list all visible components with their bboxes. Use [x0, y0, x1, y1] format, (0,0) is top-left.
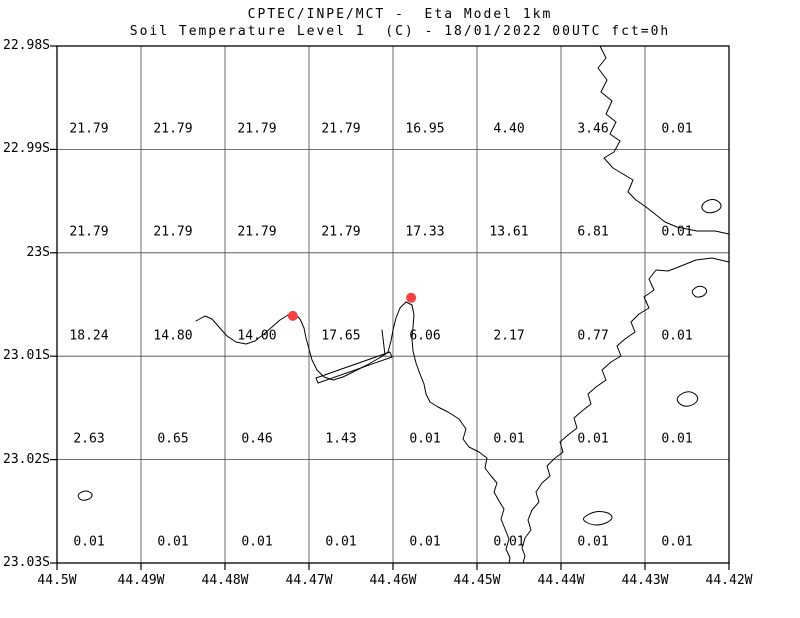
grid-value: 0.01 [409, 431, 441, 447]
grid-value: 0.01 [73, 534, 105, 550]
coastline [77, 45, 730, 564]
grid-value: 2.17 [493, 328, 525, 344]
grid-value: 21.79 [69, 121, 109, 137]
grid-value: 0.01 [493, 534, 525, 550]
x-tick-label: 44.49W [117, 573, 165, 588]
x-tick-label: 44.46W [369, 573, 417, 588]
y-tick-label: 22.98S [3, 38, 50, 53]
y-tick-label: 22.99S [3, 141, 50, 157]
grid-value: 17.33 [405, 224, 445, 240]
grid-value: 0.01 [577, 431, 609, 447]
island-5 [77, 490, 93, 501]
grid-value: 18.24 [69, 328, 109, 344]
grid-value: 0.01 [661, 534, 693, 550]
plot-frame [56, 45, 730, 564]
grid-value: 0.01 [661, 224, 693, 240]
grid-value: 21.79 [321, 121, 361, 137]
coastline-east-landmass [521, 45, 730, 564]
x-tick-label: 44.42W [705, 573, 753, 588]
station-dot-2 [406, 292, 417, 303]
island-3 [676, 391, 699, 407]
x-tick-label: 44.5W [37, 573, 77, 588]
x-tick-label: 44.47W [285, 573, 333, 588]
grid-value: 21.79 [69, 224, 109, 240]
grid-value: 0.01 [325, 534, 357, 550]
grid-value: 0.01 [409, 534, 441, 550]
grid-value: 0.01 [577, 534, 609, 550]
grid-value: 0.01 [661, 121, 693, 137]
island-4 [583, 511, 613, 526]
y-tick-label: 23.02S [3, 451, 50, 467]
grid-value: 21.79 [153, 121, 193, 137]
grid-value: 14.80 [153, 328, 193, 344]
grid-value: 1.43 [325, 431, 357, 447]
grid-value: 0.77 [577, 328, 609, 344]
grid-value: 0.46 [241, 431, 273, 447]
x-tick-label: 44.44W [537, 573, 585, 588]
grid-value: 21.79 [153, 224, 193, 240]
x-tick-label: 44.43W [621, 573, 669, 588]
grid-value: 0.01 [157, 534, 189, 550]
pier-breakwater [315, 329, 393, 384]
grid-value: 0.65 [157, 431, 189, 447]
grid-value: 0.01 [493, 431, 525, 447]
island-2 [691, 285, 708, 298]
grid-lines [57, 46, 729, 563]
grid-value: 16.95 [405, 121, 445, 137]
plot-title-line2: Soil Temperature Level 1 (C) - 18/01/202… [129, 24, 671, 39]
grid-value: 17.65 [321, 328, 361, 344]
grid-value: 13.61 [489, 224, 529, 240]
y-tick-label: 23.01S [3, 348, 50, 364]
grid-value: 14.00 [237, 328, 277, 344]
grid-value: 6.06 [409, 328, 441, 344]
y-tick-label: 23.03S [3, 555, 50, 570]
axis-ticks [50, 45, 730, 570]
island-1 [701, 199, 722, 214]
grid-value: 6.81 [577, 224, 609, 240]
station-markers [287, 292, 417, 321]
grid-value: 0.01 [241, 534, 273, 550]
grid-value: 0.01 [661, 431, 693, 447]
grid-value: 0.01 [661, 328, 693, 344]
grid-value: 21.79 [237, 121, 277, 137]
station-dot-1 [287, 310, 298, 321]
grid-value: 2.63 [73, 431, 105, 447]
grid-value: 21.79 [237, 224, 277, 240]
coastline-mainland [195, 301, 511, 564]
x-tick-label: 44.48W [201, 573, 249, 588]
x-tick-label: 44.45W [453, 573, 501, 588]
grid-value: 4.40 [493, 121, 525, 137]
grid-value: 3.46 [577, 121, 609, 137]
grid-value: 21.79 [321, 224, 361, 240]
plot-title-line1: CPTEC/INPE/MCT - Eta Model 1km [247, 7, 553, 22]
y-tick-label: 23S [26, 244, 50, 260]
